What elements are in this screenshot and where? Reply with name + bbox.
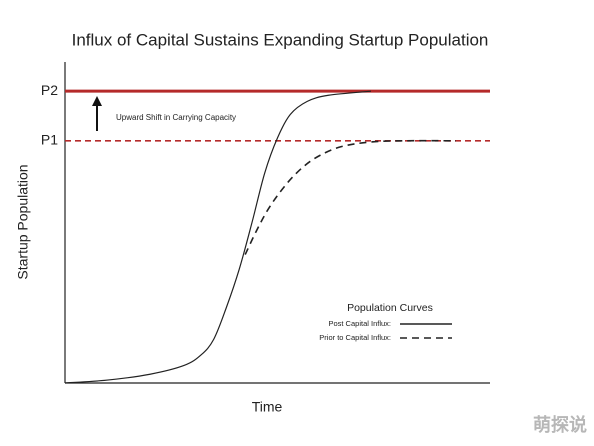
- legend-title: Population Curves: [347, 302, 433, 314]
- chart-title: Influx of Capital Sustains Expanding Sta…: [72, 30, 489, 49]
- watermark: 萌探说: [533, 414, 587, 435]
- legend-label: Post Capital Influx:: [328, 319, 391, 328]
- annotation: Upward Shift in Carrying Capacity: [116, 113, 236, 122]
- legend-label: Prior to Capital Influx:: [319, 333, 391, 342]
- series-line: [244, 139, 457, 255]
- annotation-arrowhead: [92, 96, 102, 106]
- y-tick-label: P2: [41, 82, 58, 98]
- y-axis-label: Startup Population: [15, 164, 31, 279]
- series-line: [64, 90, 372, 384]
- y-tick-label: P1: [41, 131, 58, 147]
- x-axis-label: Time: [252, 399, 283, 415]
